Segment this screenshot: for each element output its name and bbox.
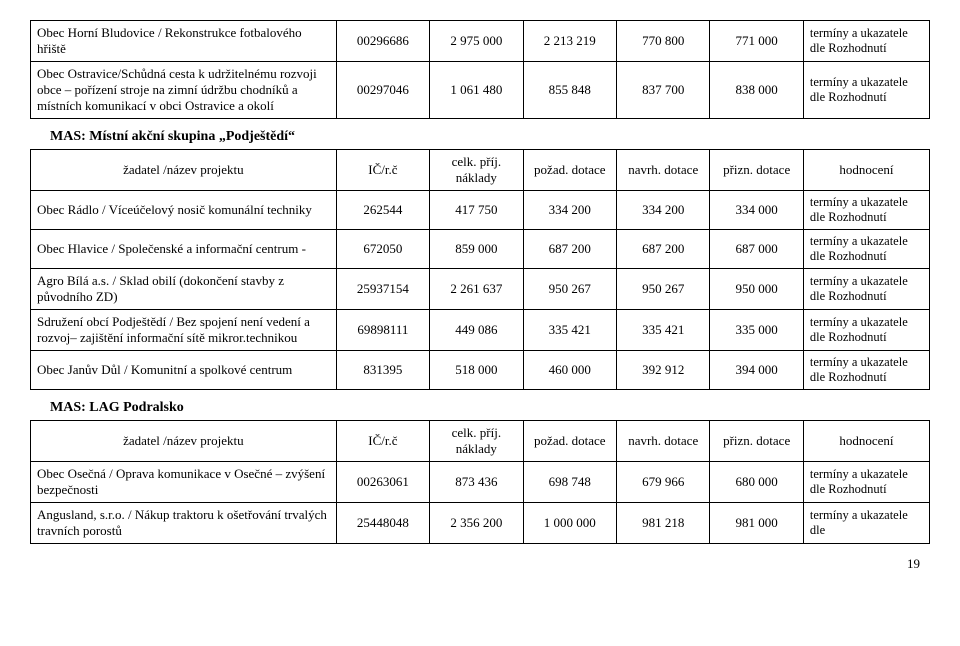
cell-ic: 00296686 (336, 21, 429, 62)
cell-v2: 855 848 (523, 62, 616, 119)
cell-note: termíny a ukazatele dle Rozhodnutí (803, 310, 929, 351)
cell-v1: 859 000 (430, 230, 523, 269)
cell-v3: 950 267 (617, 269, 710, 310)
cell-ic: 672050 (336, 230, 429, 269)
cell-v4: 394 000 (710, 351, 803, 390)
cell-v4: 335 000 (710, 310, 803, 351)
table-row: Angusland, s.r.o. / Nákup traktoru k oše… (31, 503, 930, 544)
cell-name: Obec Rádlo / Víceúčelový nosič komunální… (31, 191, 337, 230)
cell-v4: 334 000 (710, 191, 803, 230)
cell-v4: 950 000 (710, 269, 803, 310)
page-number: 19 (30, 556, 930, 572)
top-table: Obec Horní Bludovice / Rekonstrukce fotb… (30, 20, 930, 119)
hdr-v2: požad. dotace (523, 421, 616, 462)
cell-v3: 334 200 (617, 191, 710, 230)
cell-note: termíny a ukazatele dle Rozhodnutí (803, 230, 929, 269)
cell-name: Obec Janův Důl / Komunitní a spolkové ce… (31, 351, 337, 390)
hdr-v2: požad. dotace (523, 150, 616, 191)
cell-ic: 00263061 (336, 462, 429, 503)
cell-v1: 518 000 (430, 351, 523, 390)
table-row: Agro Bílá a.s. / Sklad obilí (dokončení … (31, 269, 930, 310)
cell-v4: 838 000 (710, 62, 803, 119)
cell-ic: 25448048 (336, 503, 429, 544)
cell-v3: 687 200 (617, 230, 710, 269)
mas2-table: žadatel /název projektu IČ/r.č celk. pří… (30, 420, 930, 544)
table-row: Obec Rádlo / Víceúčelový nosič komunální… (31, 191, 930, 230)
cell-v3: 981 218 (617, 503, 710, 544)
cell-v2: 950 267 (523, 269, 616, 310)
cell-v4: 680 000 (710, 462, 803, 503)
cell-note: termíny a ukazatele dle Rozhodnutí (803, 269, 929, 310)
mas1-table: žadatel /název projektu IČ/r.č celk. pří… (30, 149, 930, 390)
cell-ic: 262544 (336, 191, 429, 230)
cell-note: termíny a ukazatele dle Rozhodnutí (803, 462, 929, 503)
cell-v2: 334 200 (523, 191, 616, 230)
table-row: Obec Ostravice/Schůdná cesta k udržiteln… (31, 62, 930, 119)
cell-ic: 831395 (336, 351, 429, 390)
cell-v1: 2 261 637 (430, 269, 523, 310)
cell-name: Obec Horní Bludovice / Rekonstrukce fotb… (31, 21, 337, 62)
cell-name: Obec Osečná / Oprava komunikace v Osečné… (31, 462, 337, 503)
cell-v2: 1 000 000 (523, 503, 616, 544)
cell-v4: 981 000 (710, 503, 803, 544)
cell-v1: 2 975 000 (430, 21, 523, 62)
cell-note: termíny a ukazatele dle Rozhodnutí (803, 351, 929, 390)
table-row: Obec Hlavice / Společenské a informační … (31, 230, 930, 269)
hdr-ic: IČ/r.č (336, 150, 429, 191)
hdr-v1: celk. příj. náklady (430, 421, 523, 462)
cell-ic: 69898111 (336, 310, 429, 351)
cell-v2: 698 748 (523, 462, 616, 503)
table-header-row: žadatel /název projektu IČ/r.č celk. pří… (31, 150, 930, 191)
cell-v3: 392 912 (617, 351, 710, 390)
cell-name: Obec Hlavice / Společenské a informační … (31, 230, 337, 269)
hdr-note: hodnocení (803, 150, 929, 191)
cell-v3: 837 700 (617, 62, 710, 119)
cell-v2: 335 421 (523, 310, 616, 351)
cell-name: Obec Ostravice/Schůdná cesta k udržiteln… (31, 62, 337, 119)
hdr-ic: IČ/r.č (336, 421, 429, 462)
cell-v1: 417 750 (430, 191, 523, 230)
cell-note: termíny a ukazatele dle (803, 503, 929, 544)
cell-v2: 460 000 (523, 351, 616, 390)
cell-name: Angusland, s.r.o. / Nákup traktoru k oše… (31, 503, 337, 544)
cell-note: termíny a ukazatele dle Rozhodnutí (803, 191, 929, 230)
table-row: Obec Janův Důl / Komunitní a spolkové ce… (31, 351, 930, 390)
cell-v1: 449 086 (430, 310, 523, 351)
cell-v4: 687 000 (710, 230, 803, 269)
cell-v3: 770 800 (617, 21, 710, 62)
cell-v2: 687 200 (523, 230, 616, 269)
hdr-v1: celk. příj. náklady (430, 150, 523, 191)
cell-note: termíny a ukazatele dle Rozhodnutí (803, 21, 929, 62)
hdr-v4: přizn. dotace (710, 421, 803, 462)
table-row: Sdružení obcí Podještědí / Bez spojení n… (31, 310, 930, 351)
table-row: Obec Horní Bludovice / Rekonstrukce fotb… (31, 21, 930, 62)
cell-v3: 679 966 (617, 462, 710, 503)
table-row: Obec Osečná / Oprava komunikace v Osečné… (31, 462, 930, 503)
table-header-row: žadatel /název projektu IČ/r.č celk. pří… (31, 421, 930, 462)
hdr-v3: navrh. dotace (617, 421, 710, 462)
cell-note: termíny a ukazatele dle Rozhodnutí (803, 62, 929, 119)
cell-v4: 771 000 (710, 21, 803, 62)
cell-v1: 2 356 200 (430, 503, 523, 544)
cell-v3: 335 421 (617, 310, 710, 351)
cell-v1: 1 061 480 (430, 62, 523, 119)
hdr-name: žadatel /název projektu (31, 150, 337, 191)
cell-ic: 25937154 (336, 269, 429, 310)
cell-v1: 873 436 (430, 462, 523, 503)
hdr-note: hodnocení (803, 421, 929, 462)
cell-name: Agro Bílá a.s. / Sklad obilí (dokončení … (31, 269, 337, 310)
cell-v2: 2 213 219 (523, 21, 616, 62)
cell-ic: 00297046 (336, 62, 429, 119)
mas1-title: MAS: Místní akční skupina „Podještědí“ (50, 129, 930, 145)
cell-name: Sdružení obcí Podještědí / Bez spojení n… (31, 310, 337, 351)
hdr-name: žadatel /název projektu (31, 421, 337, 462)
hdr-v3: navrh. dotace (617, 150, 710, 191)
mas2-title: MAS: LAG Podralsko (50, 400, 930, 416)
hdr-v4: přizn. dotace (710, 150, 803, 191)
